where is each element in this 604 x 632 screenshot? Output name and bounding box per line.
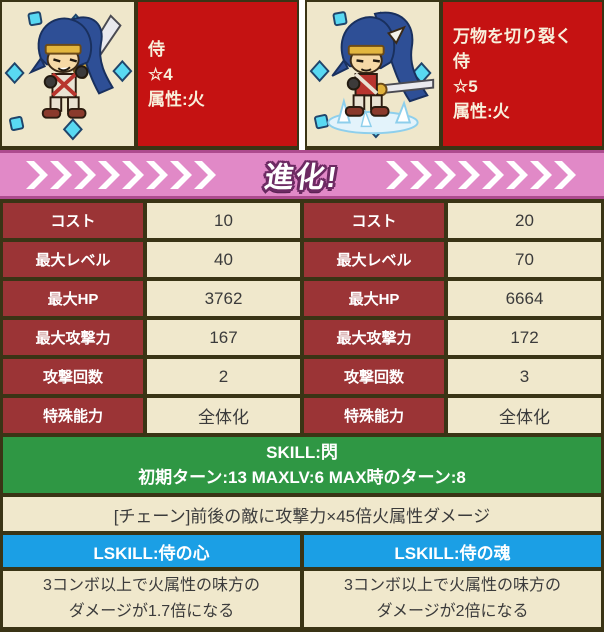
evolution-label: 進化!: [262, 161, 341, 194]
character-illustration-after: [307, 2, 443, 146]
stat-value-after: 全体化: [448, 398, 601, 433]
stat-label: コスト: [3, 203, 143, 238]
character-illustration-before: [2, 2, 138, 146]
stat-value-before: 全体化: [147, 398, 300, 433]
samurai-before-art: [4, 10, 133, 141]
stat-label: 攻撃回数: [3, 359, 143, 394]
stats-table: コスト 10 コスト 20 最大レベル 40 最大レベル 70 最大HP 376…: [3, 203, 601, 433]
stat-label: 最大攻撃力: [304, 320, 444, 355]
stat-value-after: 172: [448, 320, 601, 355]
lskill-title-after: LSKILL:侍の魂: [304, 535, 601, 567]
stat-value-before: 3762: [147, 281, 300, 316]
stat-label: 最大レベル: [3, 242, 143, 277]
skill-banner: SKILL:閃 初期ターン:13 MAXLV:6 MAX時のターン:8: [3, 437, 601, 493]
chevron-right-icon: [385, 160, 576, 189]
character-cards: 侍 ☆4 属性:火: [0, 0, 604, 150]
stat-label: 最大HP: [3, 281, 143, 316]
lskill-title-before: LSKILL:侍の心: [3, 535, 300, 567]
lskill-descriptions: 3コンボ以上で火属性の味方の ダメージが1.7倍になる 3コンボ以上で火属性の味…: [3, 571, 601, 627]
stats-section: コスト 10 コスト 20 最大レベル 40 最大レベル 70 最大HP 376…: [0, 199, 604, 632]
chevron-right-icon: [26, 160, 216, 189]
stat-value-after: 6664: [448, 281, 601, 316]
character-rarity: ☆4: [148, 64, 173, 84]
lskill-desc-before: 3コンボ以上で火属性の味方の ダメージが1.7倍になる: [3, 571, 300, 627]
card-before-info: 侍 ☆4 属性:火: [138, 2, 297, 146]
evolution-banner: 進化!: [0, 150, 604, 199]
stat-value-after: 20: [448, 203, 601, 238]
character-attribute: 属性:火: [148, 89, 205, 109]
stat-value-before: 40: [147, 242, 300, 277]
stat-label: 最大レベル: [304, 242, 444, 277]
lskill-headers: LSKILL:侍の心 LSKILL:侍の魂: [3, 535, 601, 567]
samurai-after-art: [309, 10, 435, 139]
stat-label: コスト: [304, 203, 444, 238]
stat-value-after: 70: [448, 242, 601, 277]
stat-label: 特殊能力: [3, 398, 143, 433]
skill-turns: 初期ターン:13 MAXLV:6 MAX時のターン:8: [138, 468, 466, 487]
card-after-info: 万物を切り裂く侍 ☆5 属性:火: [443, 2, 602, 146]
skill-title: SKILL:閃: [266, 443, 338, 462]
stat-label: 特殊能力: [304, 398, 444, 433]
stat-value-before: 2: [147, 359, 300, 394]
stat-label: 攻撃回数: [304, 359, 444, 394]
card-after: 万物を切り裂く侍 ☆5 属性:火: [305, 0, 604, 150]
character-attribute: 属性:火: [453, 102, 510, 121]
character-name: 侍: [148, 39, 165, 59]
character-name: 万物を切り裂く侍: [453, 27, 572, 71]
stat-value-before: 167: [147, 320, 300, 355]
stat-value-after: 3: [448, 359, 601, 394]
card-before: 侍 ☆4 属性:火: [0, 0, 299, 150]
stat-label: 最大HP: [304, 281, 444, 316]
lskill-desc-after: 3コンボ以上で火属性の味方の ダメージが2倍になる: [304, 571, 601, 627]
stat-label: 最大攻撃力: [3, 320, 143, 355]
character-rarity: ☆5: [453, 77, 478, 96]
skill-description: [チェーン]前後の敵に攻撃力×45倍火属性ダメージ: [3, 497, 601, 531]
stat-value-before: 10: [147, 203, 300, 238]
